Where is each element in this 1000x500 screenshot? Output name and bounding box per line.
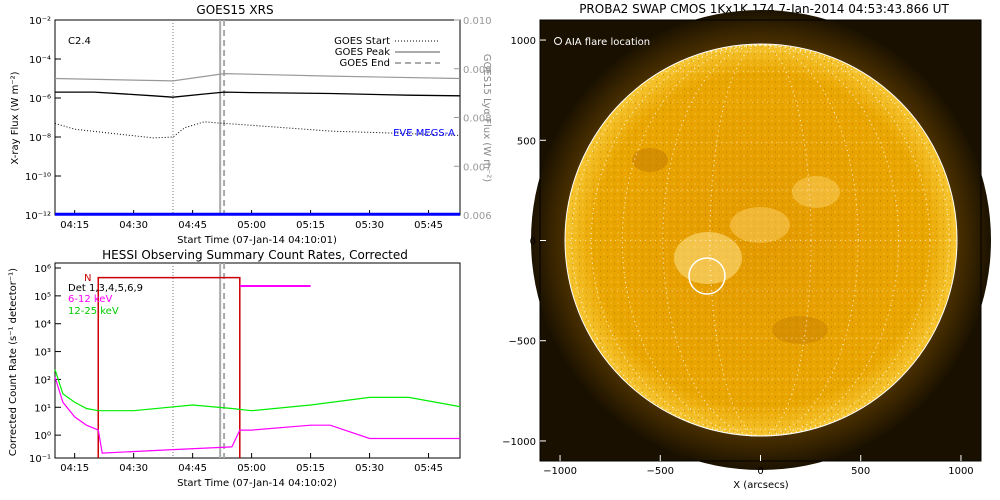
goes-y-tick-label: 10⁻⁸ <box>29 133 51 144</box>
goes-y-tick-label: 10⁻⁴ <box>29 55 51 66</box>
goes-flare-class: C2.4 <box>68 36 91 47</box>
hessi-flag-label: N <box>84 273 91 284</box>
goes-x-tick-label: 04:45 <box>178 220 207 231</box>
goes-x-tick-label: 05:30 <box>355 220 384 231</box>
hessi-y-tick-label: 10⁵ <box>34 292 51 303</box>
swap-x-ticks: −1000 −500 0 500 1000 <box>543 455 974 477</box>
goes-x-tick-label: 05:45 <box>414 220 443 231</box>
hessi-x-tick-label: 05:45 <box>414 463 443 474</box>
longitude-line <box>571 44 950 437</box>
goes-series-2 <box>54 72 461 82</box>
hessi-legend-6-12: 6-12 keV <box>68 294 112 305</box>
longitude-line <box>621 44 900 437</box>
hessi-x-ticks: 04:15 04:30 04:45 05:00 05:15 05:30 05:45 <box>60 453 443 474</box>
goes-y-axis-label: X-ray Flux (W m⁻²) <box>10 71 21 164</box>
goes-y2-tick-label: 0.006 <box>463 211 492 222</box>
hessi-attenuator-flag <box>97 276 241 458</box>
goes-title: GOES15 XRS <box>196 3 273 17</box>
swap-y-tick-label: −500 <box>509 337 536 348</box>
active-region <box>792 176 840 208</box>
goes-x-ticks: 04:15 04:30 04:45 05:00 05:15 05:30 05:45 <box>60 210 443 231</box>
hessi-y-tick-label: 10¹ <box>34 403 51 414</box>
hessi-y-axis-label: Corrected Count Rate (s⁻¹ detector⁻¹) <box>8 268 19 456</box>
hessi-x-tick-label: 04:45 <box>178 463 207 474</box>
goes-series-0 <box>55 91 461 98</box>
hessi-x-axis-label: Start Time (07-Jan-14 04:10:02) <box>177 478 337 489</box>
swap-x-tick-label: 0 <box>757 466 763 477</box>
hessi-title: HESSI Observing Summary Count Rates, Cor… <box>102 248 408 262</box>
goes-y-ticks: 10⁻² 10⁻⁴ 10⁻⁶ 10⁻⁸ 10⁻¹⁰ 10⁻¹² <box>25 16 61 222</box>
dark-region <box>632 148 668 172</box>
hessi-frame <box>54 262 461 459</box>
goes-x-axis-label: Start Time (07-Jan-14 04:10:01) <box>177 235 337 246</box>
goes-y-tick-label: 10⁻⁶ <box>29 94 51 105</box>
swap-x-tick-label: −500 <box>647 466 674 477</box>
hessi-x-tick-label: 05:00 <box>237 463 266 474</box>
hessi-y-tick-label: 10⁻¹ <box>29 454 51 465</box>
goes-x-tick-label: 05:00 <box>237 220 266 231</box>
goes-y2-axis-label: GOES15 Lyα Flux (W m⁻²) <box>481 54 492 182</box>
hessi-y-tick-label: 10⁶ <box>34 264 51 275</box>
legend-goes-peak: GOES Peak <box>335 47 390 58</box>
swap-y-tick-label: 1000 <box>511 36 536 47</box>
hessi-x-tick-label: 05:30 <box>355 463 384 474</box>
aia-flare-location-marker <box>688 257 726 295</box>
goes-eve-label: EVE MEGS-A <box>393 128 455 139</box>
goes-x-tick-label: 05:15 <box>296 220 325 231</box>
goes-y2-tick-label: 0.007 <box>463 162 492 173</box>
swap-title: PROBA2 SWAP CMOS 1Kx1K 174 7-Jan-2014 04… <box>579 2 949 16</box>
hessi-y-tick-label: 10² <box>34 375 51 386</box>
dark-region <box>772 316 828 344</box>
swap-x-axis-label: X (arcsecs) <box>733 480 789 491</box>
swap-legend-marker <box>554 37 562 45</box>
goes-x-tick-label: 04:30 <box>119 220 148 231</box>
hessi-y-tick-label: 10⁴ <box>34 320 51 331</box>
goes-y2-tick-label: 0.010 <box>463 16 492 27</box>
swap-panel: PROBA2 SWAP CMOS 1Kx1K 174 7-Jan-2014 04… <box>502 2 991 491</box>
goes-x-tick-label: 04:15 <box>60 220 89 231</box>
hessi-x-tick-label: 04:15 <box>60 463 89 474</box>
legend-goes-end: GOES End <box>340 58 390 69</box>
goes-event-lines <box>172 20 226 215</box>
swap-x-tick-label: 500 <box>851 466 870 477</box>
hessi-series-1 <box>54 369 461 412</box>
goes-y2-tick-label: 0.009 <box>463 65 492 76</box>
goes-y-tick-label: 10⁻² <box>29 16 51 27</box>
hessi-legend-12-25: 12-25 keV <box>68 306 119 317</box>
hessi-x-tick-label: 05:15 <box>296 463 325 474</box>
swap-y-tick-label: −1000 <box>502 437 536 448</box>
goes-panel: GOES15 XRS 10⁻² 10⁻⁴ 10⁻⁶ 10⁻⁸ 10⁻¹⁰ 10⁻¹² 0.… <box>10 3 492 246</box>
hessi-event-lines <box>172 263 226 458</box>
hessi-y-tick-label: 10³ <box>34 348 51 359</box>
hessi-y-tick-label: 10⁰ <box>34 431 51 442</box>
hessi-detector-label: Det 1,3,4,5,6,9 <box>68 283 143 294</box>
goes-series-1 <box>54 121 461 139</box>
swap-limb-circle <box>564 43 958 437</box>
goes-y-tick-label: 10⁻¹⁰ <box>25 172 51 183</box>
swap-coordinate-grid <box>565 44 956 437</box>
goes-series <box>54 72 461 216</box>
swap-x-tick-label: 1000 <box>948 466 973 477</box>
hessi-x-tick-label: 04:30 <box>119 463 148 474</box>
swap-y-tick-label: 0 <box>530 237 536 248</box>
hessi-panel: HESSI Observing Summary Count Rates, Cor… <box>8 248 461 489</box>
swap-y-tick-label: 500 <box>517 136 536 147</box>
goes-y-tick-label: 10⁻¹² <box>25 211 51 222</box>
goes-legend: GOES Start GOES Peak GOES End <box>334 36 440 69</box>
swap-x-tick-label: −1000 <box>543 466 577 477</box>
hessi-y-ticks: 10⁶ 10⁵ 10⁴ 10³ 10² 10¹ 10⁰ 10⁻¹ <box>29 264 61 465</box>
hessi-series <box>54 276 461 458</box>
swap-y-ticks: 1000 500 0 −500 −1000 <box>502 36 546 448</box>
active-region <box>730 207 790 243</box>
goes-frame <box>54 19 461 216</box>
hessi-series-0 <box>54 376 460 454</box>
goes-y2-tick-label: 0.008 <box>463 114 492 125</box>
legend-goes-start: GOES Start <box>334 36 390 47</box>
swap-legend-label: AIA flare location <box>565 37 650 48</box>
